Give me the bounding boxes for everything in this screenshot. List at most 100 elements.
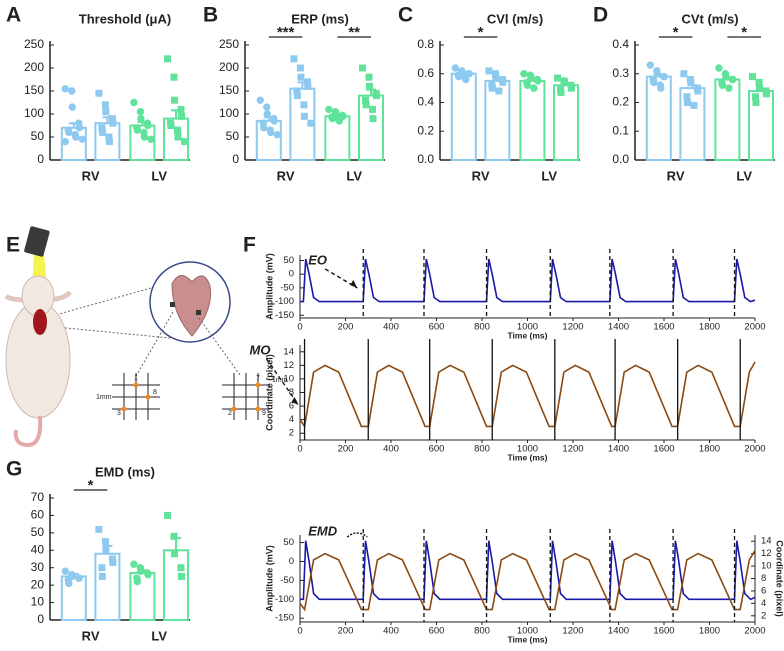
data-point: [530, 84, 538, 92]
data-point: [650, 78, 658, 87]
x-tick-label: 1800: [699, 626, 720, 637]
panel-label: E: [6, 234, 20, 257]
signal-line: [300, 258, 756, 303]
data-point: [105, 133, 113, 141]
error-bar: [366, 88, 376, 96]
y-tick-label: 0: [37, 612, 44, 626]
data-point: [68, 103, 77, 111]
data-point: [325, 105, 333, 114]
significance-label: *: [673, 24, 679, 41]
x-tick-label: 1800: [699, 322, 720, 333]
data-point: [752, 93, 759, 101]
y-tick-label: 8: [761, 573, 766, 584]
chart-title: EMD (ms): [95, 464, 155, 479]
category-label: LV: [151, 628, 167, 643]
error-bar: [653, 73, 664, 77]
site: [255, 382, 261, 388]
data-point: [293, 87, 301, 95]
y-tick-label: 0.0: [417, 152, 434, 166]
x-tick-label: 800: [474, 444, 490, 455]
data-point: [260, 124, 268, 132]
x-tick-label: 1200: [562, 444, 583, 455]
x-tick-label: 2000: [744, 626, 765, 637]
guide-line: [44, 285, 159, 319]
significance-label: *: [88, 477, 94, 494]
y-tick-label: 6: [289, 401, 294, 412]
data-point: [174, 126, 181, 134]
error-bar: [171, 109, 181, 119]
x-tick-label: 1600: [653, 626, 674, 637]
data-point: [554, 74, 561, 82]
y-tick-label: 14: [283, 346, 294, 357]
y-tick-label: 2: [289, 428, 294, 439]
y-tick-label: 10: [283, 373, 294, 384]
data-point: [300, 101, 308, 109]
data-point: [297, 73, 305, 81]
x-tick-label: 1200: [562, 626, 583, 637]
error-bar: [68, 122, 79, 128]
data-point: [78, 135, 87, 143]
data-point: [755, 78, 763, 86]
data-point: [690, 101, 698, 109]
data-point: [495, 87, 503, 95]
significance-label: ***: [277, 24, 295, 41]
y-axis-label: Coordinate (pixel): [264, 354, 274, 431]
x-tick-label: 600: [429, 444, 445, 455]
data-point: [718, 81, 727, 89]
category-label: RV: [472, 168, 490, 183]
scale-label: 1mm: [96, 394, 112, 401]
error-bar: [263, 116, 274, 121]
data-point: [293, 92, 301, 100]
data-point: [144, 121, 152, 130]
x-tick-label: 600: [429, 626, 445, 637]
x-tick-label: 1200: [562, 322, 583, 333]
site: [121, 406, 127, 412]
bar: [714, 78, 741, 161]
data-point: [499, 78, 507, 86]
x-tick-label: 800: [474, 626, 490, 637]
category-label: LV: [736, 168, 752, 183]
panel-label: D: [593, 4, 608, 27]
bar: [519, 79, 546, 161]
data-point: [147, 135, 155, 143]
data-point: [359, 64, 366, 72]
data-point: [687, 78, 695, 86]
panel-label: B: [203, 4, 218, 27]
data-point: [65, 579, 73, 588]
y-tick-label: 0: [289, 269, 294, 280]
heart: [171, 275, 212, 337]
y-tick-label: 50: [283, 537, 294, 548]
site-label: 9: [262, 410, 266, 417]
error-bar: [332, 113, 343, 117]
data-point: [300, 112, 308, 120]
signal-line: [299, 361, 756, 429]
data-point: [174, 133, 182, 141]
error-bar: [756, 87, 766, 91]
data-point: [137, 114, 145, 123]
annotation: EMD: [308, 523, 338, 538]
x-tick-label: 400: [383, 626, 399, 637]
chest-opening: [33, 309, 47, 335]
y-tick-label: 0.4: [417, 95, 434, 109]
y-tick-label: 0.4: [612, 37, 629, 51]
data-point: [75, 124, 84, 132]
y-tick-label: -100: [275, 594, 294, 605]
arrow-head: [291, 397, 299, 405]
data-point: [105, 138, 113, 146]
chart-title: CVl (m/s): [487, 11, 543, 26]
data-point: [170, 532, 178, 540]
y-tick-label: 200: [219, 60, 239, 74]
y-tick-label: 30: [31, 560, 45, 574]
x-tick-label: 0: [297, 626, 302, 637]
x-tick-label: 1000: [517, 626, 538, 637]
data-point: [61, 567, 69, 575]
data-point: [485, 67, 493, 75]
data-point: [164, 511, 171, 519]
x-tick-label: 200: [338, 444, 354, 455]
y-tick-label: 200: [24, 60, 44, 74]
error-bar: [722, 76, 733, 80]
x-tick-label: 1800: [699, 444, 720, 455]
data-point: [362, 101, 370, 109]
bar: [450, 72, 477, 161]
x-tick-label: 2000: [744, 322, 765, 333]
